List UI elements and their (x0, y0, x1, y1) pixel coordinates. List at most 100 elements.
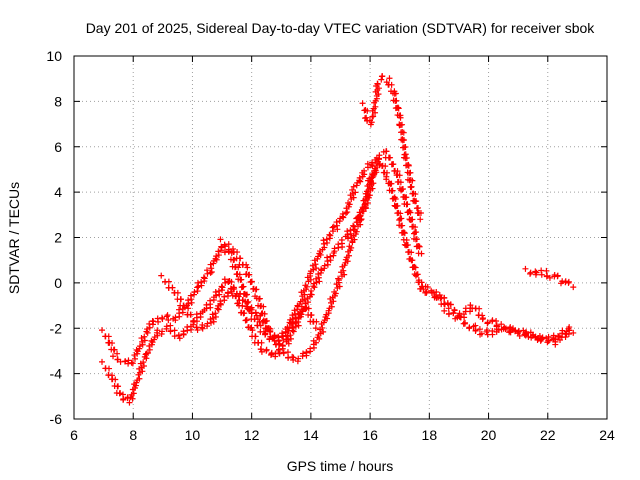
data-point (489, 331, 496, 338)
data-point (515, 327, 522, 334)
axis-ticks (73, 55, 608, 420)
data-point (476, 305, 483, 312)
data-point (379, 73, 386, 80)
data-point (325, 307, 332, 314)
data-point (139, 338, 146, 345)
data-point (331, 292, 338, 299)
data-point (412, 224, 419, 231)
data-point (214, 305, 221, 312)
data-point (239, 297, 246, 304)
data-point (326, 231, 333, 238)
data-point (248, 304, 255, 311)
data-point (383, 148, 390, 155)
data-point (187, 311, 194, 318)
data-point (362, 196, 369, 203)
data-point (357, 212, 364, 219)
data-point (417, 210, 424, 217)
data-point (438, 294, 445, 301)
data-point (313, 318, 320, 325)
data-point (279, 333, 286, 340)
data-point (366, 175, 373, 182)
data-point (347, 247, 354, 254)
data-point (185, 305, 192, 312)
data-point (358, 206, 365, 213)
data-point (314, 255, 321, 262)
data-point (116, 390, 123, 397)
data-point (307, 270, 314, 277)
data-point (144, 329, 151, 336)
data-point (262, 330, 269, 337)
data-point (478, 330, 485, 337)
data-point (320, 319, 327, 326)
data-point (184, 324, 191, 331)
data-point (402, 155, 409, 162)
data-point (311, 284, 318, 291)
data-point (559, 327, 566, 334)
data-point (163, 323, 170, 330)
data-point (392, 97, 399, 104)
data-point (193, 311, 200, 318)
data-point (130, 390, 137, 397)
data-point (405, 162, 412, 169)
data-point (367, 121, 374, 128)
data-point (369, 113, 376, 120)
data-point (399, 186, 406, 193)
data-point (176, 306, 182, 313)
data-point (408, 249, 415, 256)
data-point (148, 341, 155, 348)
data-point (399, 137, 406, 144)
x-tick-labels: 6 8 10 12 14 16 18 20 22 24 (70, 427, 615, 443)
data-point (255, 295, 262, 302)
data-point (308, 291, 315, 298)
data-point (215, 306, 222, 313)
data-point (292, 315, 299, 322)
data-point (412, 272, 419, 279)
data-point (172, 317, 179, 324)
data-point (313, 265, 320, 272)
data-point (423, 288, 430, 295)
data-point (356, 177, 363, 184)
data-point (433, 288, 440, 295)
data-point (538, 271, 545, 278)
data-point (341, 271, 348, 278)
data-point (244, 264, 251, 271)
data-point (203, 301, 210, 308)
data-point (333, 219, 340, 226)
data-point (320, 237, 327, 244)
data-point (441, 301, 448, 308)
data-point (361, 167, 368, 174)
data-point (321, 265, 328, 272)
data-point (218, 283, 225, 290)
x-tick-label: 12 (244, 427, 260, 443)
y-tick-labels: -6 -4 -2 0 2 4 6 8 10 (46, 48, 62, 427)
data-point (316, 250, 323, 257)
data-point (236, 290, 243, 297)
series-track-d (217, 167, 379, 365)
data-point (120, 396, 127, 403)
data-point (397, 114, 404, 121)
data-point (151, 336, 158, 343)
data-point (315, 274, 322, 281)
data-point (466, 324, 473, 331)
data-point (313, 275, 320, 282)
data-point (249, 327, 256, 334)
data-point (159, 314, 166, 321)
data-point (207, 316, 214, 323)
data-point (244, 299, 251, 306)
data-point (215, 288, 222, 295)
data-point (310, 280, 317, 287)
data-point (129, 360, 136, 367)
data-point (164, 312, 171, 319)
data-point (199, 308, 206, 315)
data-point (163, 313, 170, 320)
data-point (236, 271, 243, 278)
data-point (290, 354, 297, 361)
data-point (307, 276, 314, 283)
data-point (392, 203, 399, 210)
data-point (383, 173, 390, 180)
x-tick-label: 16 (362, 427, 378, 443)
data-point (154, 332, 161, 339)
data-point (136, 345, 143, 352)
data-point (133, 346, 140, 353)
data-point (305, 305, 312, 312)
